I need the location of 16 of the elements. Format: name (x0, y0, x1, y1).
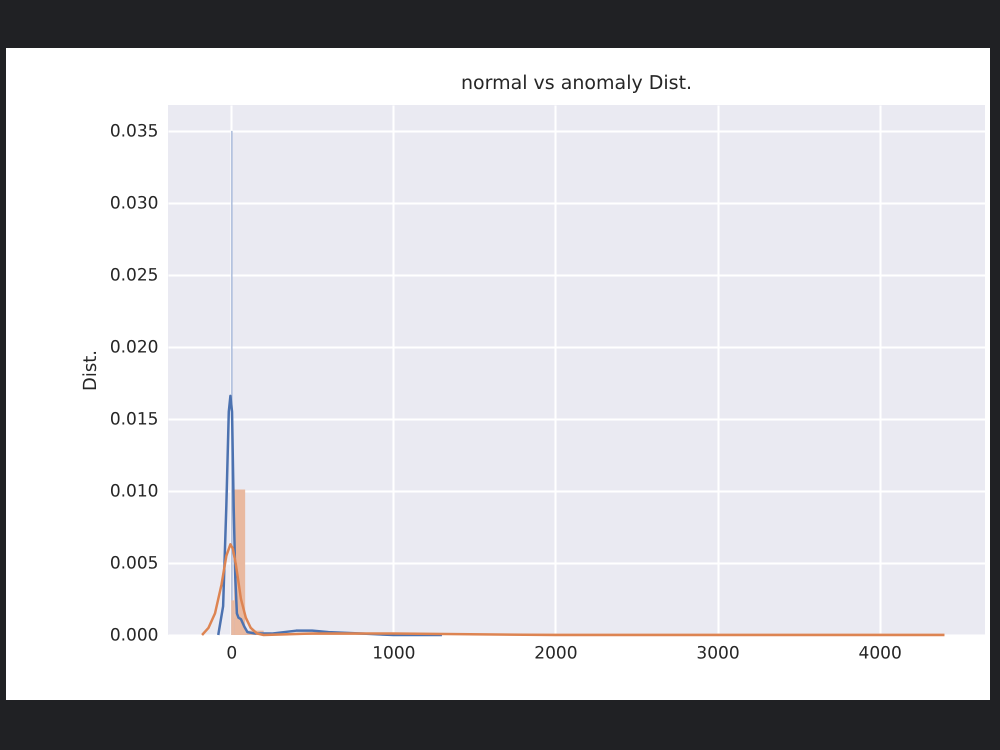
y-tick-label: 0.025 (110, 265, 158, 286)
x-tick-label: 2000 (534, 644, 578, 664)
y-tick-label: 0.030 (110, 193, 158, 214)
x-tick-label: 3000 (696, 644, 740, 664)
x-tick-label: 0 (226, 644, 238, 664)
y-tick-label: 0.035 (110, 121, 158, 142)
y-axis-title: Dist. (80, 350, 101, 392)
y-tick-label: 0.000 (110, 626, 158, 646)
y-tick-label: 0.005 (110, 553, 158, 574)
x-tick-label: 1000 (372, 644, 416, 664)
x-tick-label: 4000 (858, 644, 902, 664)
chart-title: normal vs anomaly Dist. (460, 72, 692, 94)
y-tick-label: 0.015 (110, 409, 158, 430)
y-tick-label: 0.020 (110, 337, 158, 358)
y-tick-label: 0.010 (110, 481, 158, 502)
line-series (200, 543, 946, 636)
